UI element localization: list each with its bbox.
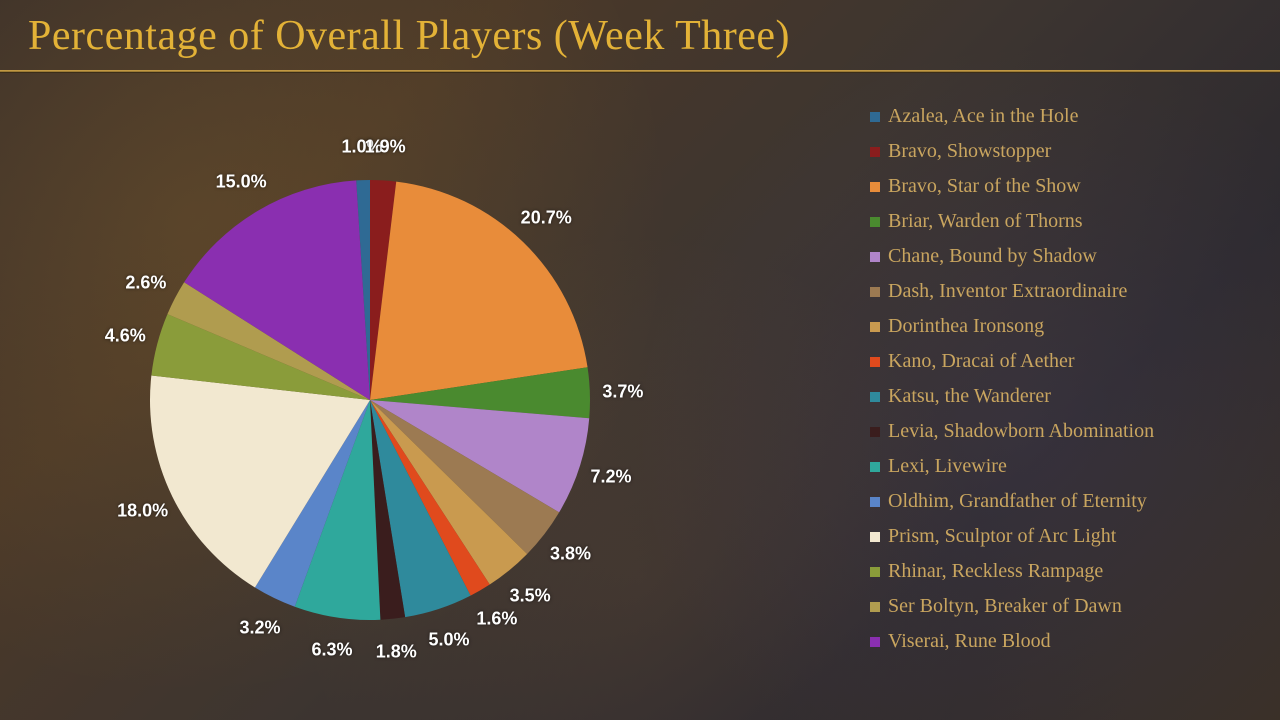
legend-swatch [870, 357, 880, 367]
slice-label: 3.7% [602, 381, 643, 402]
slice-label: 5.0% [428, 630, 469, 651]
legend-label: Bravo, Showstopper [888, 140, 1051, 163]
slice-label: 1.6% [476, 608, 517, 629]
legend-label: Oldhim, Grandfather of Eternity [888, 490, 1147, 513]
legend-swatch [870, 147, 880, 157]
slice-label: 4.6% [105, 325, 146, 346]
legend-label: Ser Boltyn, Breaker of Dawn [888, 595, 1122, 618]
legend-item: Chane, Bound by Shadow [870, 245, 1154, 268]
title-underline [0, 70, 1280, 73]
legend-item: Oldhim, Grandfather of Eternity [870, 490, 1154, 513]
legend-swatch [870, 602, 880, 612]
legend-swatch [870, 287, 880, 297]
slice-label: 6.3% [311, 640, 352, 661]
legend-label: Prism, Sculptor of Arc Light [888, 525, 1116, 548]
legend-label: Briar, Warden of Thorns [888, 210, 1083, 233]
legend-swatch [870, 322, 880, 332]
slice-label: 15.0% [216, 172, 267, 193]
legend-label: Dash, Inventor Extraordinaire [888, 280, 1127, 303]
legend-label: Levia, Shadowborn Abomination [888, 420, 1154, 443]
legend-label: Katsu, the Wanderer [888, 385, 1051, 408]
legend-swatch [870, 112, 880, 122]
slice-label: 20.7% [521, 208, 572, 229]
legend-item: Lexi, Livewire [870, 455, 1154, 478]
legend-swatch [870, 217, 880, 227]
legend-item: Dash, Inventor Extraordinaire [870, 280, 1154, 303]
page-title: Percentage of Overall Players (Week Thre… [28, 12, 790, 60]
legend-item: Bravo, Star of the Show [870, 175, 1154, 198]
legend-swatch [870, 392, 880, 402]
legend-item: Dorinthea Ironsong [870, 315, 1154, 338]
legend-item: Prism, Sculptor of Arc Light [870, 525, 1154, 548]
legend-label: Rhinar, Reckless Rampage [888, 560, 1103, 583]
legend-swatch [870, 427, 880, 437]
legend-label: Viserai, Rune Blood [888, 630, 1051, 653]
legend-item: Levia, Shadowborn Abomination [870, 420, 1154, 443]
slice-label: 7.2% [590, 467, 631, 488]
pie-chart: 1.0%1.9%20.7%3.7%7.2%3.8%3.5%1.6%5.0%1.8… [60, 100, 680, 700]
slice-label: 1.9% [365, 137, 406, 158]
legend-swatch [870, 462, 880, 472]
legend-item: Rhinar, Reckless Rampage [870, 560, 1154, 583]
legend-label: Dorinthea Ironsong [888, 315, 1044, 338]
legend-label: Azalea, Ace in the Hole [888, 105, 1078, 128]
legend-item: Briar, Warden of Thorns [870, 210, 1154, 233]
slice-label: 3.2% [240, 617, 281, 638]
slice-label: 1.8% [376, 641, 417, 662]
slice-label: 2.6% [125, 272, 166, 293]
legend-swatch [870, 567, 880, 577]
legend-swatch [870, 182, 880, 192]
slice-label: 3.5% [510, 585, 551, 606]
legend-item: Ser Boltyn, Breaker of Dawn [870, 595, 1154, 618]
legend-label: Lexi, Livewire [888, 455, 1007, 478]
legend-swatch [870, 637, 880, 647]
legend-swatch [870, 252, 880, 262]
legend-label: Bravo, Star of the Show [888, 175, 1081, 198]
pie-svg [60, 100, 680, 700]
legend-swatch [870, 532, 880, 542]
slice-label: 3.8% [550, 544, 591, 565]
legend-item: Katsu, the Wanderer [870, 385, 1154, 408]
legend-swatch [870, 497, 880, 507]
legend-item: Kano, Dracai of Aether [870, 350, 1154, 373]
legend-item: Bravo, Showstopper [870, 140, 1154, 163]
legend-label: Kano, Dracai of Aether [888, 350, 1075, 373]
legend: Azalea, Ace in the Hole Bravo, Showstoppe… [870, 105, 1154, 653]
legend-label: Chane, Bound by Shadow [888, 245, 1097, 268]
slice-label: 18.0% [117, 501, 168, 522]
legend-item: Viserai, Rune Blood [870, 630, 1154, 653]
legend-item: Azalea, Ace in the Hole [870, 105, 1154, 128]
